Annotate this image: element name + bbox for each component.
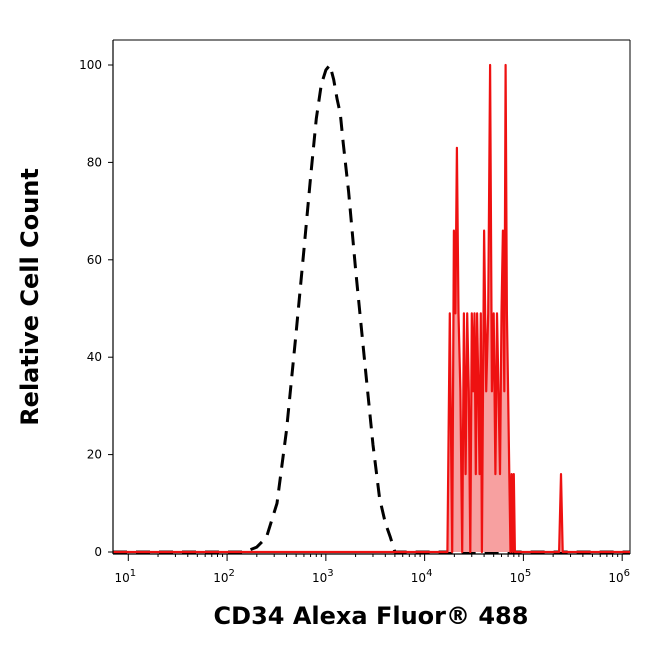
y-axis-ticks: 0 20 40 60 80 100 xyxy=(79,58,113,559)
series-layer xyxy=(113,63,630,554)
x-tick-exponent: 2 xyxy=(229,568,235,579)
x-tick-label: 106 xyxy=(608,568,630,585)
x-tick-base: 10 xyxy=(608,571,623,585)
x-tick-exponent: 6 xyxy=(624,568,630,579)
x-tick-base: 10 xyxy=(312,571,327,585)
x-tick-label: 101 xyxy=(114,568,136,585)
x-tick-base: 10 xyxy=(411,571,426,585)
x-tick-exponent: 3 xyxy=(327,568,333,579)
y-tick-label: 60 xyxy=(87,253,102,267)
y-tick-label: 80 xyxy=(87,155,102,169)
series-1-fill xyxy=(113,65,630,552)
x-tick-exponent: 5 xyxy=(525,568,531,579)
x-tick-exponent: 1 xyxy=(130,568,136,579)
series-1-line xyxy=(113,63,630,554)
y-tick-label: 20 xyxy=(87,448,102,462)
y-tick-label: 0 xyxy=(94,545,102,559)
x-axis-title: CD34 Alexa Fluor® 488 xyxy=(214,602,529,630)
x-tick-base: 10 xyxy=(213,571,228,585)
series-0-line xyxy=(113,63,630,554)
x-tick-label: 103 xyxy=(312,568,334,585)
x-tick-base: 10 xyxy=(114,571,129,585)
x-tick-label: 104 xyxy=(411,568,433,585)
x-tick-label: 102 xyxy=(213,568,235,585)
y-tick-label: 100 xyxy=(79,58,102,72)
y-tick-label: 40 xyxy=(87,350,102,364)
x-tick-base: 10 xyxy=(510,571,525,585)
y-axis-title: Relative Cell Count xyxy=(16,168,44,426)
x-tick-label: 105 xyxy=(510,568,532,585)
x-tick-exponent: 4 xyxy=(426,568,432,579)
x-axis-ticks: 101 102 103 104 105 106 xyxy=(114,554,630,585)
